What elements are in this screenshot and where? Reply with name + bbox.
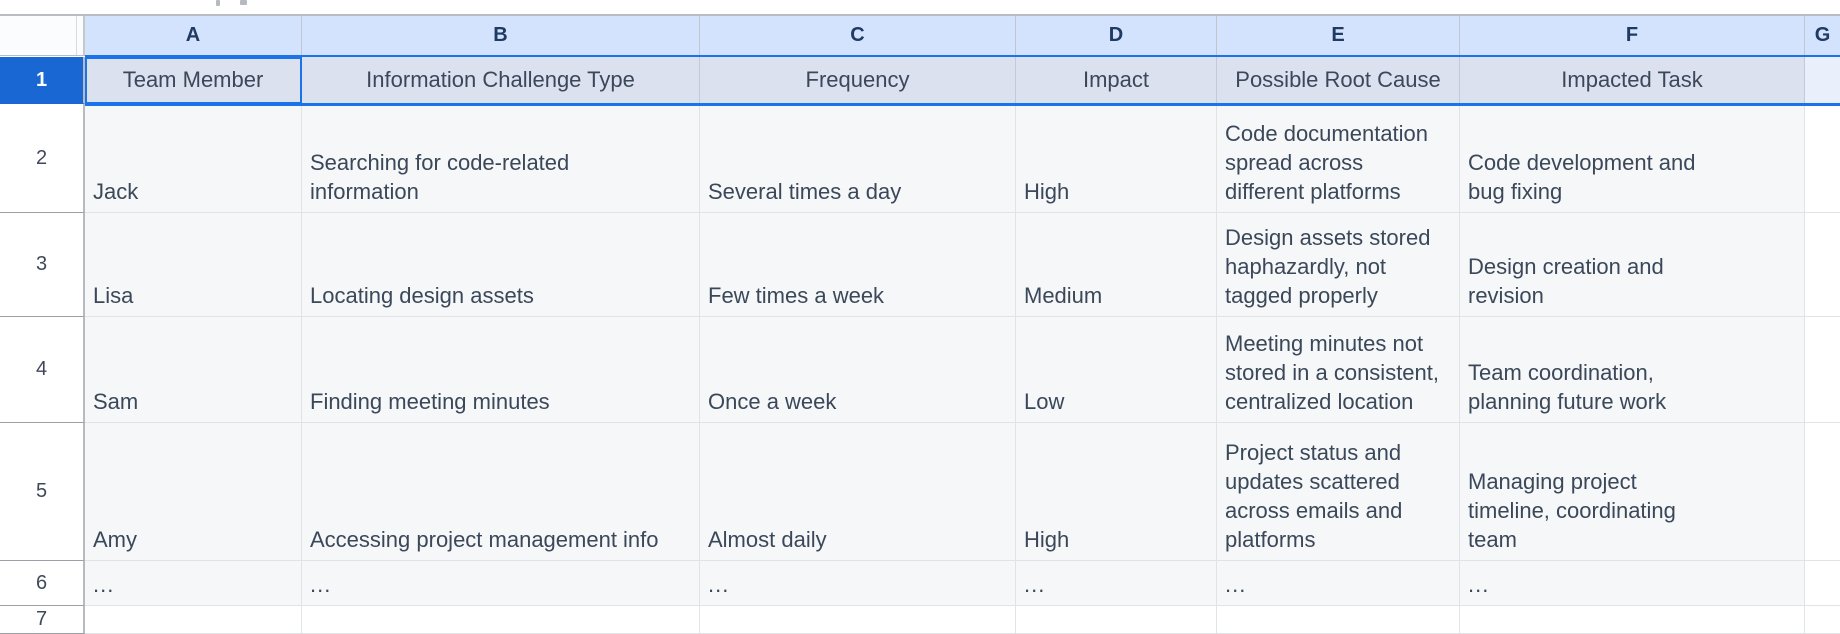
cell-G2[interactable] xyxy=(1805,104,1840,213)
cell-B3[interactable]: Locating design assets xyxy=(302,213,700,317)
cell-A3[interactable]: Lisa xyxy=(85,213,302,317)
sheet-row-2: 2 Jack Searching for code-related informat… xyxy=(0,104,1840,213)
cell-B6[interactable]: ... xyxy=(302,561,700,606)
cell-E1[interactable]: Possible Root Cause xyxy=(1217,57,1460,104)
cell-B1[interactable]: Information Challenge Type xyxy=(302,57,700,104)
cell-E3[interactable]: Design assets stored haphazardly, not ta… xyxy=(1217,213,1460,317)
cell-G3[interactable] xyxy=(1805,213,1840,317)
cell-C2[interactable]: Several times a day xyxy=(700,104,1016,213)
row-header-4[interactable]: 4 xyxy=(0,317,85,423)
cell-B7[interactable] xyxy=(302,606,700,634)
cell-D5[interactable]: High xyxy=(1016,423,1217,561)
sheet-row-1: 1 Team Member Information Challenge Type Fr… xyxy=(0,57,1840,104)
select-all-corner[interactable] xyxy=(0,16,85,55)
column-header-D[interactable]: D xyxy=(1016,16,1217,55)
cell-G4[interactable] xyxy=(1805,317,1840,423)
cell-D4[interactable]: Low xyxy=(1016,317,1217,423)
cell-D6[interactable]: ... xyxy=(1016,561,1217,606)
row-header-3[interactable]: 3 xyxy=(0,213,85,317)
cell-C1[interactable]: Frequency xyxy=(700,57,1016,104)
sheet-row-6: 6.................. xyxy=(0,561,1840,606)
sheet-row-4: 4 Sam Finding meeting minutes Once a week Lo… xyxy=(0,317,1840,423)
cell-E6[interactable]: ... xyxy=(1217,561,1460,606)
cell-C5[interactable]: Almost daily xyxy=(700,423,1016,561)
clipped-toolbar-strip xyxy=(0,0,1840,14)
cell-D2[interactable]: High xyxy=(1016,104,1217,213)
cell-A7[interactable] xyxy=(85,606,302,634)
row-header-2[interactable]: 2 xyxy=(0,104,85,213)
row-header-1[interactable]: 1 xyxy=(0,57,85,104)
column-header-C[interactable]: C xyxy=(700,16,1016,55)
cell-G6[interactable] xyxy=(1805,561,1840,606)
cell-E2[interactable]: Code documentation spread across differe… xyxy=(1217,104,1460,213)
cell-A5[interactable]: Amy xyxy=(85,423,302,561)
column-header-G[interactable]: G xyxy=(1805,16,1840,55)
cell-A1[interactable]: Team Member xyxy=(85,57,302,104)
row-selection-border-left xyxy=(85,55,87,104)
sheet-row-5: 5 Amy Accessing project management info Alm… xyxy=(0,423,1840,561)
cell-F3[interactable]: Design creation and revision xyxy=(1460,213,1805,317)
cell-F4[interactable]: Team coordination, planning future work xyxy=(1460,317,1805,423)
cell-D1[interactable]: Impact xyxy=(1016,57,1217,104)
cell-F1[interactable]: Impacted Task xyxy=(1460,57,1805,104)
cell-F5[interactable]: Managing project timeline, coordinating … xyxy=(1460,423,1805,561)
cell-C4[interactable]: Once a week xyxy=(700,317,1016,423)
clipped-ui-fragment xyxy=(216,0,220,6)
row-header-6[interactable]: 6 xyxy=(0,561,85,606)
column-header-E[interactable]: E xyxy=(1217,16,1460,55)
cell-F7[interactable] xyxy=(1460,606,1805,634)
cell-C3[interactable]: Few times a week xyxy=(700,213,1016,317)
cell-B5[interactable]: Accessing project management info xyxy=(302,423,700,561)
cell-D3[interactable]: Medium xyxy=(1016,213,1217,317)
cell-B4[interactable]: Finding meeting minutes xyxy=(302,317,700,423)
sheet-rows: 1 Team Member Information Challenge Type Fr… xyxy=(0,57,1840,634)
cell-F2[interactable]: Code development and bug fixing xyxy=(1460,104,1805,213)
cell-E4[interactable]: Meeting minutes not stored in a consiste… xyxy=(1217,317,1460,423)
cell-C7[interactable] xyxy=(700,606,1016,634)
clipped-ui-fragment xyxy=(240,0,247,5)
column-header-A[interactable]: A xyxy=(85,16,302,55)
cell-B2[interactable]: Searching for code-related information xyxy=(302,104,700,213)
column-header-F[interactable]: F xyxy=(1460,16,1805,55)
sheet-row-7: 7 xyxy=(0,606,1840,634)
cell-F6[interactable]: ... xyxy=(1460,561,1805,606)
cell-A6[interactable]: ... xyxy=(85,561,302,606)
cell-G7[interactable] xyxy=(1805,606,1840,634)
cell-E7[interactable] xyxy=(1217,606,1460,634)
cell-G1[interactable] xyxy=(1805,57,1840,104)
row-selection-border-top xyxy=(85,55,1840,57)
cell-A4[interactable]: Sam xyxy=(85,317,302,423)
row-header-7[interactable]: 7 xyxy=(0,606,85,634)
row-selection-border-bottom xyxy=(85,103,1840,106)
cell-E5[interactable]: Project status and updates scattered acr… xyxy=(1217,423,1460,561)
row-header-5[interactable]: 5 xyxy=(0,423,85,561)
column-header-B[interactable]: B xyxy=(302,16,700,55)
cell-G5[interactable] xyxy=(1805,423,1840,561)
cell-A2[interactable]: Jack xyxy=(85,104,302,213)
sheet-row-3: 3 Lisa Locating design assets Few times a w… xyxy=(0,213,1840,317)
cell-C6[interactable]: ... xyxy=(700,561,1016,606)
cell-D7[interactable] xyxy=(1016,606,1217,634)
